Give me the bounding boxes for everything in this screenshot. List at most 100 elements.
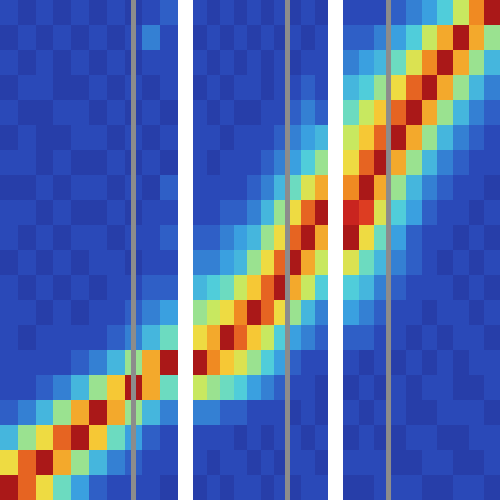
heatmap-cell [437,300,453,326]
heatmap-cell [359,50,375,76]
heatmap-cell [0,450,18,476]
heatmap-cell [390,75,406,101]
heatmap-cell [247,100,261,126]
heatmap-cell [193,350,207,376]
heatmap-cell [406,375,422,401]
heatmap-cell [453,350,469,376]
heatmap-cell [193,175,207,201]
heatmap-cell [261,450,275,476]
heatmap-cell [107,25,125,51]
heatmap-cell [207,400,221,426]
heatmap-cell [390,425,406,451]
heatmap-cell [484,375,500,401]
heatmap-cell [107,350,125,376]
heatmap-cell [437,100,453,126]
heatmap-cell [0,100,18,126]
heatmap-cell [36,450,54,476]
heatmap-cell [422,400,438,426]
heatmap-cell [220,275,234,301]
heatmap-cell [89,175,107,201]
heatmap-cell [422,375,438,401]
heatmap-cell [437,425,453,451]
heatmap-cell [247,0,261,26]
heatmap-cell [484,475,500,500]
heatmap-cell [107,475,125,500]
heatmap-cell [343,350,359,376]
heatmap-cell [484,325,500,351]
heatmap-cell [71,300,89,326]
heatmap-cell [422,475,438,500]
heatmap-cell [247,275,261,301]
heatmap-cell [18,175,36,201]
heatmap-cell [207,50,221,76]
heatmap-cell [0,300,18,326]
heatmap-cell [142,325,160,351]
heatmap-cell [315,275,329,301]
heatmap-cell [406,125,422,151]
heatmap-cell [406,75,422,101]
event-line [386,0,391,500]
heatmap-cell [453,300,469,326]
heatmap-cell [18,250,36,276]
heatmap-cell [390,50,406,76]
heatmap-cell [343,75,359,101]
heatmap-cell [437,150,453,176]
heatmap-cell [142,250,160,276]
heatmap-cell [315,175,329,201]
heatmap-cell [437,375,453,401]
heatmap-cell [301,100,315,126]
heatmap-cell [234,275,248,301]
heatmap-cell [160,125,178,151]
heatmap-cell [234,350,248,376]
heatmap-cell [359,75,375,101]
heatmap-cell [193,25,207,51]
heatmap-cell [261,250,275,276]
heatmap-cell [453,475,469,500]
heatmap-cell [234,150,248,176]
heatmap-cell [343,450,359,476]
heatmap-cell [18,25,36,51]
heatmap-cell [207,125,221,151]
heatmap-cell [220,75,234,101]
heatmap-cell [36,275,54,301]
heatmap-cell [107,0,125,26]
heatmap-cell [422,50,438,76]
heatmap-cell [160,425,178,451]
heatmap-cell [484,50,500,76]
heatmap-cell [142,400,160,426]
heatmap-cell [71,400,89,426]
heatmap-cell [390,300,406,326]
heatmap-cell [36,250,54,276]
heatmap-cell [437,400,453,426]
heatmap-cell [301,400,315,426]
heatmap-cell [193,150,207,176]
heatmap-cell [234,475,248,500]
heatmap-cell [390,25,406,51]
heatmap-cell [315,325,329,351]
heatmap-cell [53,0,71,26]
heatmap-cell [422,350,438,376]
heatmap-cell [36,75,54,101]
event-line [131,0,136,500]
heatmap-cell [160,375,178,401]
heatmap-cell [301,200,315,226]
heatmap-cell [89,150,107,176]
heatmap-cell [247,375,261,401]
heatmap-cell [220,475,234,500]
heatmap-cell [71,350,89,376]
heatmap-cell [315,100,329,126]
heatmap-cell [437,125,453,151]
heatmap-cell [359,250,375,276]
heatmap-cell [301,475,315,500]
heatmap-cell [261,350,275,376]
heatmap-cell [18,75,36,101]
heatmap-cell [220,200,234,226]
heatmap-cell [261,150,275,176]
heatmap-cell [422,450,438,476]
heatmap-cell [89,350,107,376]
heatmap-cell [315,450,329,476]
heatmap-cell [107,375,125,401]
heatmap-cell [261,0,275,26]
heatmap-cell [301,275,315,301]
heatmap-cell [437,275,453,301]
